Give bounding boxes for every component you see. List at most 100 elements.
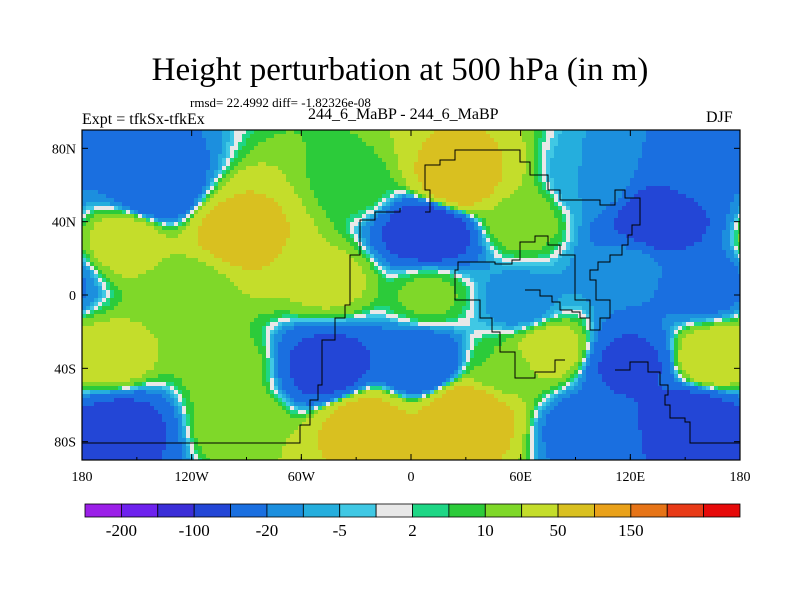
field-cell [362,178,367,183]
field-cell [162,174,167,179]
field-cell [94,202,99,207]
field-cell [106,174,111,179]
field-cell [362,134,367,139]
field-cell [290,206,295,211]
field-cell [86,178,91,183]
field-cell [134,238,139,243]
field-cell [338,174,343,179]
field-cell [566,146,571,151]
field-cell [666,166,671,171]
field-cell [374,138,379,143]
field-cell [410,206,415,211]
field-cell [270,154,275,159]
field-cell [714,210,719,215]
field-cell [434,214,439,219]
field-cell [318,166,323,171]
field-cell [262,246,267,251]
field-cell [526,230,531,235]
field-cell [118,226,123,231]
field-cell [446,162,451,167]
field-cell [282,182,287,187]
field-cell [698,222,703,227]
field-cell [182,178,187,183]
field-cell [406,178,411,183]
field-cell [370,170,375,175]
field-cell [554,234,559,239]
field-cell [726,198,731,203]
field-cell [426,230,431,235]
field-cell [374,246,379,251]
field-cell [486,218,491,223]
field-cell [430,202,435,207]
field-cell [374,222,379,227]
field-cell [166,142,171,147]
field-cell [498,166,503,171]
field-cell [262,198,267,203]
field-cell [690,186,695,191]
field-cell [618,142,623,147]
field-cell [86,130,91,135]
field-cell [110,202,115,207]
field-cell [406,202,411,207]
field-cell [602,226,607,231]
field-cell [294,194,299,199]
field-cell [510,206,515,211]
field-cell [382,218,387,223]
field-cell [382,154,387,159]
field-cell [314,174,319,179]
field-cell [298,242,303,247]
field-cell [206,194,211,199]
field-cell [706,162,711,167]
field-cell [402,150,407,155]
field-cell [134,206,139,211]
field-cell [314,234,319,239]
field-cell [562,174,567,179]
field-cell [426,190,431,195]
field-cell [286,194,291,199]
field-cell [498,150,503,155]
field-cell [690,170,695,175]
field-cell [206,238,211,243]
field-cell [574,130,579,135]
field-cell [158,170,163,175]
field-cell [230,190,235,195]
field-cell [422,162,427,167]
field-cell [122,230,127,235]
field-cell [630,214,635,219]
field-cell [214,186,219,191]
field-cell [422,158,427,163]
field-cell [738,170,740,175]
field-cell [402,138,407,143]
field-cell [126,178,131,183]
field-cell [266,230,271,235]
field-cell [554,238,559,243]
field-cell [82,234,87,239]
field-cell [238,158,243,163]
field-cell [638,230,643,235]
field-cell [322,182,327,187]
field-cell [150,238,155,243]
field-cell [266,226,271,231]
field-cell [102,210,107,215]
field-cell [706,194,711,199]
field-cell [118,142,123,147]
field-cell [574,202,579,207]
field-cell [526,150,531,155]
field-cell [254,174,259,179]
field-cell [638,246,643,251]
field-cell [502,150,507,155]
field-cell [126,202,131,207]
field-cell [258,218,263,223]
field-cell [286,182,291,187]
field-cell [518,162,523,167]
field-cell [634,150,639,155]
field-cell [582,182,587,187]
field-cell [498,226,503,231]
field-cell [310,150,315,155]
field-cell [426,142,431,147]
field-cell [518,226,523,231]
field-cell [414,230,419,235]
field-cell [310,238,315,243]
field-cell [642,198,647,203]
field-cell [190,242,195,247]
